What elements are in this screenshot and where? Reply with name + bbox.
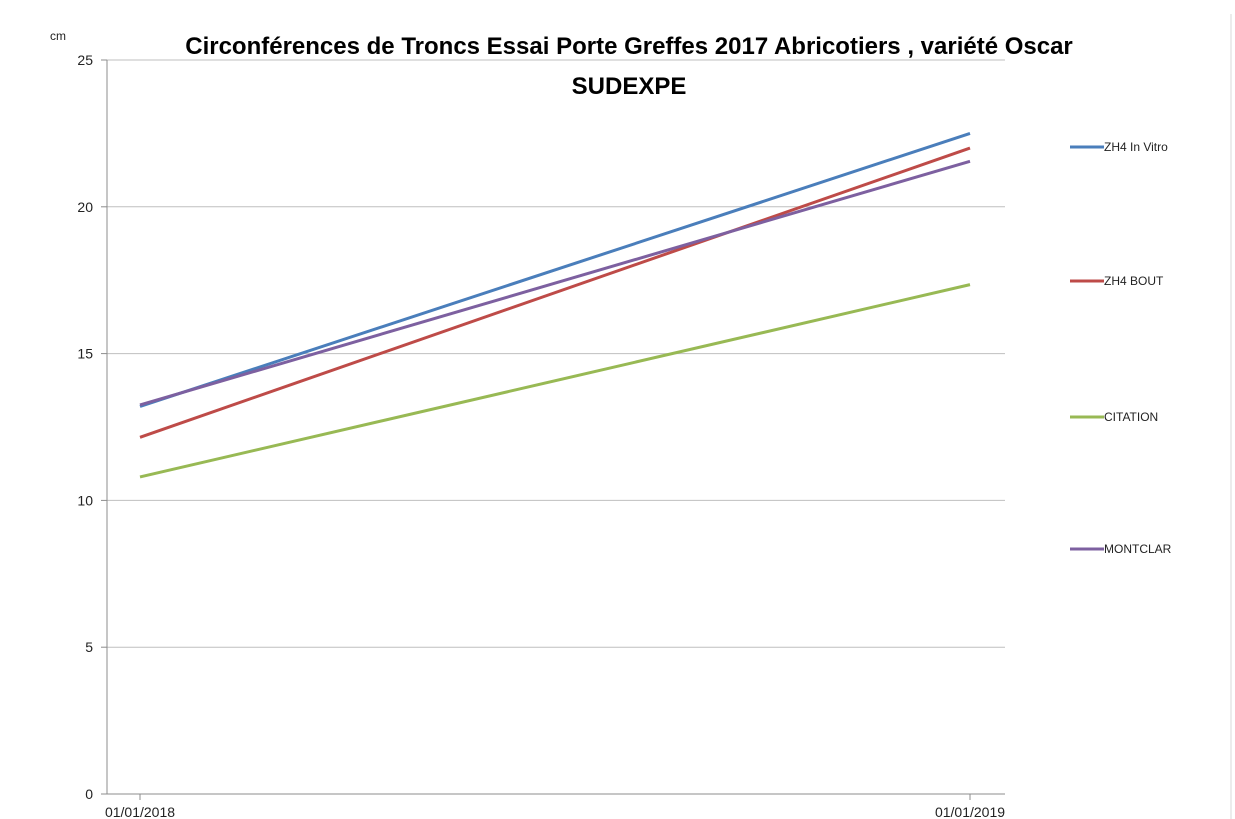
y-tick-label-25: 25 <box>77 52 93 68</box>
y-axis-tick-labels: 0 5 10 15 20 25 <box>77 52 93 802</box>
series-line-3 <box>139 159 971 407</box>
series-line-2 <box>139 283 971 479</box>
legend-label-0: ZH4 In Vitro <box>1104 140 1168 154</box>
chart-title-line-2: SUDEXPE <box>572 73 687 100</box>
y-tick-label-10: 10 <box>77 492 93 508</box>
y-tick-label-15: 15 <box>77 346 93 362</box>
y-tick-label-0: 0 <box>85 786 93 802</box>
y-tick-label-20: 20 <box>77 199 93 215</box>
x-axis-tick-labels: 01/01/2018 01/01/2019 <box>105 794 1005 819</box>
x-tick-label-0: 01/01/2018 <box>105 804 175 819</box>
legend: ZH4 In Vitro ZH4 BOUT CITATION MONTCLAR <box>1070 140 1172 556</box>
legend-label-3: MONTCLAR <box>1104 542 1172 556</box>
chart-title: Circonférences de Troncs Essai Porte Gre… <box>185 33 1073 60</box>
x-tick-label-1: 01/01/2019 <box>935 804 1005 819</box>
series-lines <box>139 131 971 479</box>
gridlines <box>101 59 1005 795</box>
series-line-0 <box>139 131 971 408</box>
y-tick-label-5: 5 <box>85 639 93 655</box>
legend-label-2: CITATION <box>1104 410 1158 424</box>
legend-label-1: ZH4 BOUT <box>1104 274 1164 288</box>
y-axis-unit-label: cm <box>50 29 66 43</box>
series-line-1 <box>139 146 971 439</box>
